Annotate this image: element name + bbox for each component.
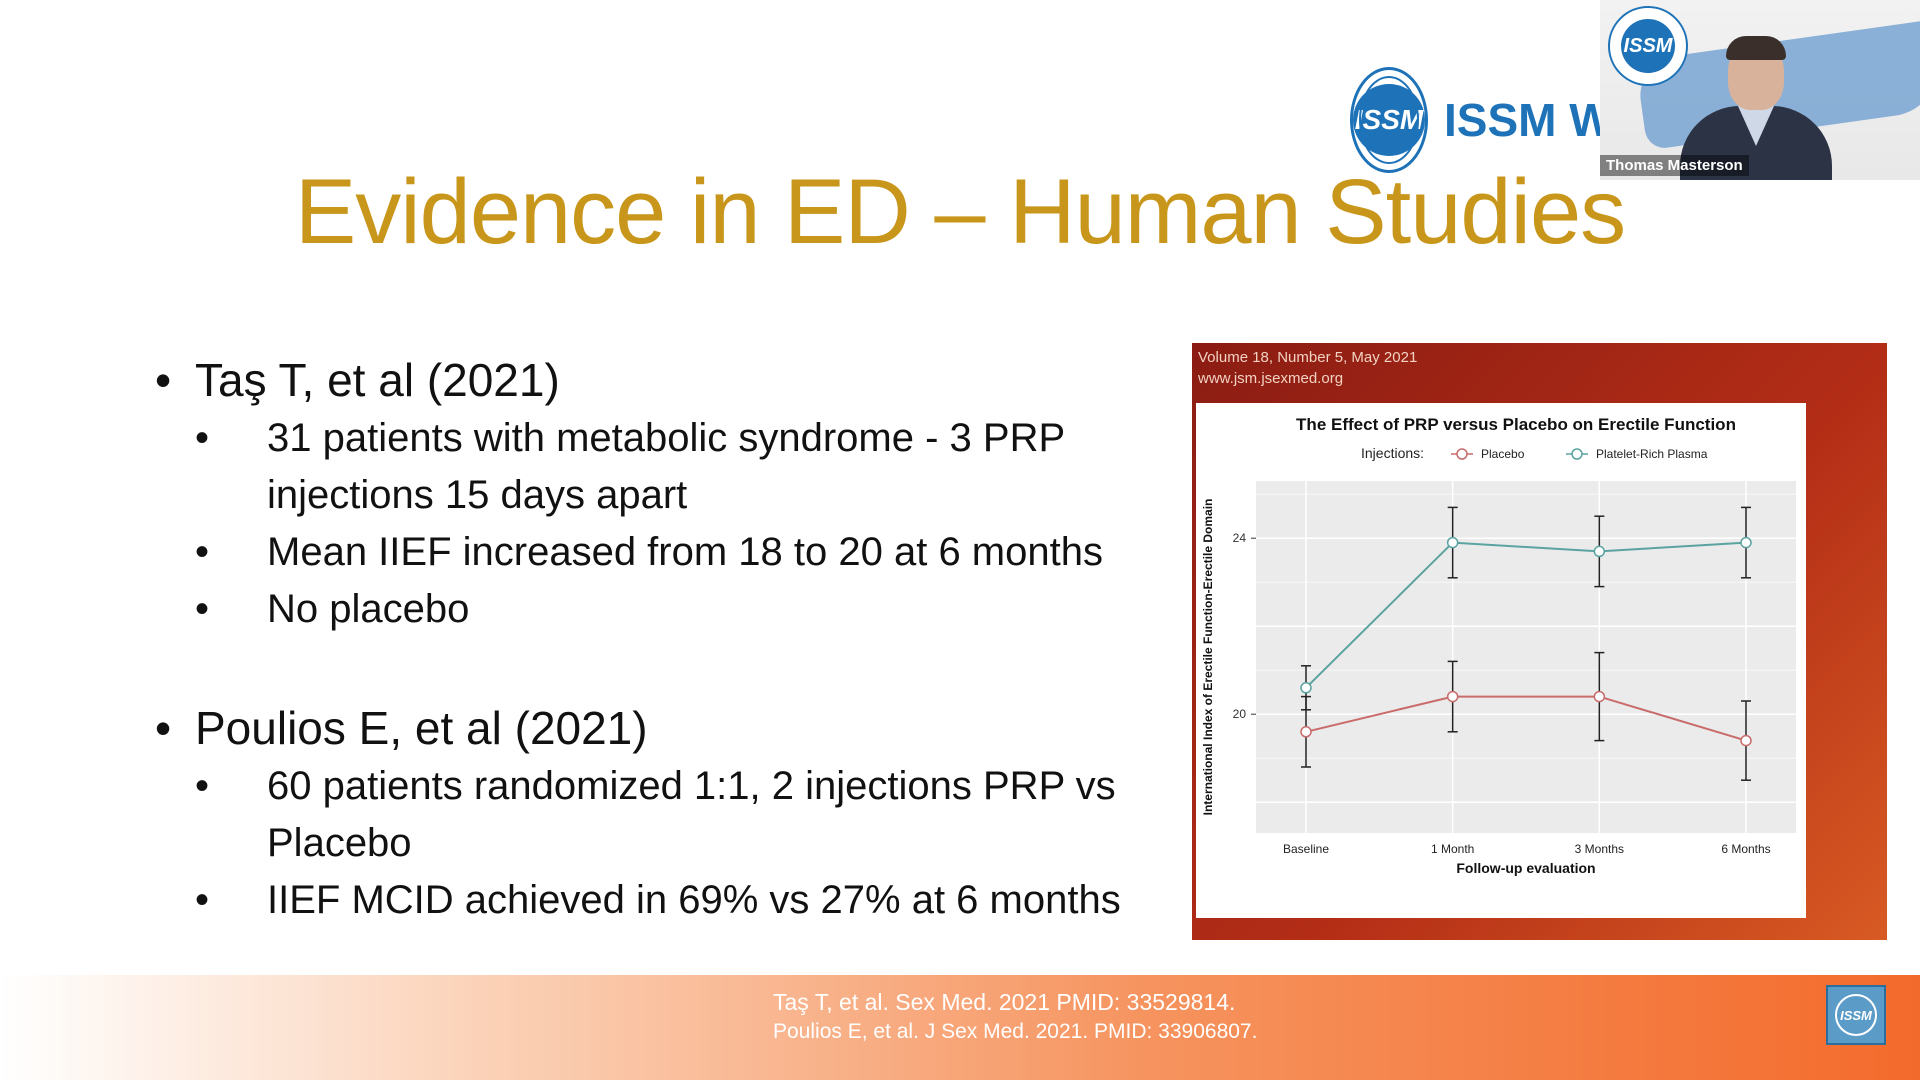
issm-logo: ISSM ISSM W xyxy=(1350,60,1613,180)
journal-url: www.jsm.jsexmed.org xyxy=(1198,370,1344,387)
legend-label: Placebo xyxy=(1481,447,1525,461)
slide-title: Evidence in ED – Human Studies xyxy=(294,161,1626,263)
legend-swatch-marker xyxy=(1456,448,1468,460)
data-point xyxy=(1593,690,1606,703)
study-point: 60 patients randomized 1:1, 2 injections… xyxy=(155,758,1195,872)
y-tick-label: 24 xyxy=(1233,531,1247,545)
legend-label: Platelet-Rich Plasma xyxy=(1596,447,1708,461)
journal-figure: Volume 18, Number 5, May 2021 www.jsm.js… xyxy=(1192,343,1887,940)
issm-footer-logo-icon: ISSM xyxy=(1826,985,1886,1045)
data-point xyxy=(1446,690,1459,703)
issm-seal-icon: ISSM xyxy=(1350,67,1428,173)
series-line xyxy=(1305,541,1747,689)
study-point: Mean IIEF increased from 18 to 20 at 6 m… xyxy=(155,524,1195,581)
journal-issue: Volume 18, Number 5, May 2021 xyxy=(1198,349,1418,366)
x-tick-label: 1 Month xyxy=(1431,842,1474,856)
data-point xyxy=(1740,536,1752,549)
issm-seal-icon: ISSM xyxy=(1608,6,1688,86)
participant-name: Thomas Masterson xyxy=(1600,155,1749,176)
study-heading: Taş T, et al (2021) xyxy=(155,350,1195,410)
x-tick-label: 3 Months xyxy=(1575,842,1624,856)
chart-panel: 20 24 Baseline 1 Month 3 Months 6 Months The E… xyxy=(1196,403,1806,918)
data-point xyxy=(1740,734,1752,747)
legend-title: Injections: xyxy=(1361,445,1424,461)
study-point: IIEF MCID achieved in 69% vs 27% at 6 mo… xyxy=(155,872,1195,929)
x-axis-label: Follow-up evaluation xyxy=(1456,860,1595,876)
reference-1: Taş T, et al. Sex Med. 2021 PMID: 335298… xyxy=(773,989,1236,1015)
speaker-avatar xyxy=(1680,36,1832,180)
chart-title: The Effect of PRP versus Placebo on Erec… xyxy=(1296,415,1736,434)
references-footer: Taş T, et al. Sex Med. 2021 PMID: 335298… xyxy=(0,975,1920,1080)
iief-line-chart: 20 24 Baseline 1 Month 3 Months 6 Months The E… xyxy=(1201,415,1796,876)
data-point xyxy=(1300,682,1312,694)
x-tick-label: 6 Months xyxy=(1721,842,1770,856)
study-point: 31 patients with metabolic syndrome - 3 … xyxy=(155,410,1195,524)
legend-swatch-marker xyxy=(1571,448,1583,460)
y-tick-label: 20 xyxy=(1233,707,1247,721)
speaker-video-tile[interactable]: ISSM Thomas Masterson xyxy=(1600,0,1920,180)
study-point: No placebo xyxy=(155,581,1195,638)
study-bullets: Taş T, et al (2021) 31 patients with met… xyxy=(155,350,1195,929)
reference-2: Poulios E, et al. J Sex Med. 2021. PMID:… xyxy=(773,1020,1258,1043)
data-point xyxy=(1446,536,1459,549)
data-point xyxy=(1300,726,1312,738)
x-tick-label: Baseline xyxy=(1283,842,1329,856)
study-heading: Poulios E, et al (2021) xyxy=(155,698,1195,758)
plot-background xyxy=(1256,481,1796,833)
series-line xyxy=(1305,695,1747,742)
y-axis-label: International Index of Erectile Function… xyxy=(1201,499,1215,816)
issm-wordmark: ISSM W xyxy=(1444,94,1613,146)
data-point xyxy=(1593,545,1606,558)
